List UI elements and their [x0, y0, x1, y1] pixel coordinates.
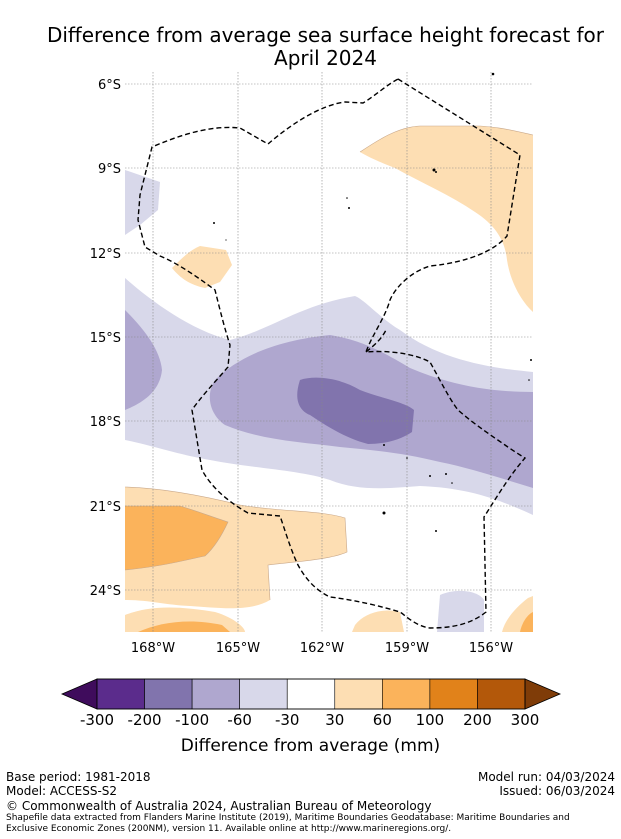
longitude-labels: 168°W 165°W 162°W 159°W 156°W: [131, 641, 513, 656]
title-line-1: Difference from average sea surface heig…: [46, 23, 605, 47]
gridlines: [125, 72, 533, 632]
contour-lines: [125, 125, 533, 601]
lat-label: 21°S: [90, 500, 121, 515]
colorbar-tick-label: -300: [80, 711, 114, 729]
lat-label: 12°S: [90, 247, 121, 262]
footer-left: Base period: 1981-2018 Model: ACCESS-S2: [6, 770, 151, 798]
colorbar-frame: [96, 678, 526, 710]
contour-light-orange-w: [172, 246, 232, 288]
latitude-labels: 6°S 9°S 12°S 15°S 18°S 21°S 24°S: [90, 78, 121, 599]
colorbar-cell: [429, 678, 478, 710]
lon-label: 162°W: [300, 641, 344, 656]
colorbar-tick-label: -100: [175, 711, 209, 729]
colorbar-cell: [477, 678, 526, 710]
lat-label: 6°S: [98, 78, 121, 93]
map-title: Difference from average sea surface heig…: [0, 24, 621, 70]
footer-right: Model run: 04/03/2024 Issued: 06/03/2024: [478, 770, 615, 798]
colorbar-tick-label: 30: [325, 711, 344, 729]
colorbar-tick-label: -200: [128, 711, 162, 729]
contour-orange-s: [138, 621, 230, 632]
eez-boundaries: [137, 78, 527, 629]
contour-light-orange-sc: [352, 610, 404, 632]
contour-orange-se: [520, 612, 533, 632]
lat-label: 18°S: [90, 415, 121, 430]
colorbar-tick-label: 300: [511, 711, 540, 729]
contour-dark-purple-core: [297, 377, 414, 444]
lon-label: 165°W: [216, 641, 260, 656]
colorbar-cells: [96, 678, 526, 710]
colorbar: -300 -200 -100 -60 -30 30 60 100 200 300: [60, 678, 562, 729]
title-line-2: April 2024: [274, 46, 377, 70]
lon-label: 168°W: [131, 641, 175, 656]
lat-label: 15°S: [90, 331, 121, 346]
issued-date: Issued: 06/03/2024: [499, 784, 615, 798]
contour-light-purple-nw: [125, 170, 160, 235]
contour-light-purple-se: [437, 590, 484, 632]
map-panel: [125, 72, 533, 632]
shapefile-line-1: Shapefile data extracted from Flanders M…: [6, 813, 570, 823]
colorbar-labels: -300 -200 -100 -60 -30 30 60 100 200 300: [80, 711, 539, 729]
colorbar-cell: [334, 678, 383, 710]
colorbar-tick-label: 200: [463, 711, 492, 729]
model-run: Model run: 04/03/2024: [477, 770, 615, 784]
colorbar-cell: [239, 678, 288, 710]
colorbar-title: Difference from average (mm): [180, 736, 441, 756]
colorbar-cell: [96, 678, 145, 710]
shapefile-line-2: Exclusive Economic Zones (200NM), versio…: [6, 824, 452, 834]
islands: [213, 72, 532, 532]
colorbar-extend-low: [60, 678, 98, 710]
shapefile-credit: Shapefile data extracted from Flanders M…: [6, 813, 570, 835]
colorbar-cell: [191, 678, 240, 710]
lon-label: 159°W: [385, 641, 429, 656]
colorbar-tick-label: -60: [227, 711, 252, 729]
colorbar-tick-label: 60: [373, 711, 392, 729]
colorbar-tick-label: 100: [416, 711, 445, 729]
colorbar-cell: [144, 678, 193, 710]
lat-label: 24°S: [90, 584, 121, 599]
lon-label: 156°W: [469, 641, 513, 656]
base-period: Base period: 1981-2018: [6, 770, 151, 784]
colorbar-extend-high: [524, 678, 562, 710]
colorbar-tick-label: -30: [275, 711, 300, 729]
model-name: Model: ACCESS-S2: [6, 784, 118, 798]
colorbar-cell: [382, 678, 431, 710]
copyright-notice: © Commonwealth of Australia 2024, Austra…: [6, 799, 432, 813]
lat-label: 9°S: [98, 162, 121, 177]
contour-light-orange-ne: [360, 126, 533, 312]
colorbar-cell: [286, 678, 336, 710]
contour-orange-sw: [125, 506, 228, 570]
